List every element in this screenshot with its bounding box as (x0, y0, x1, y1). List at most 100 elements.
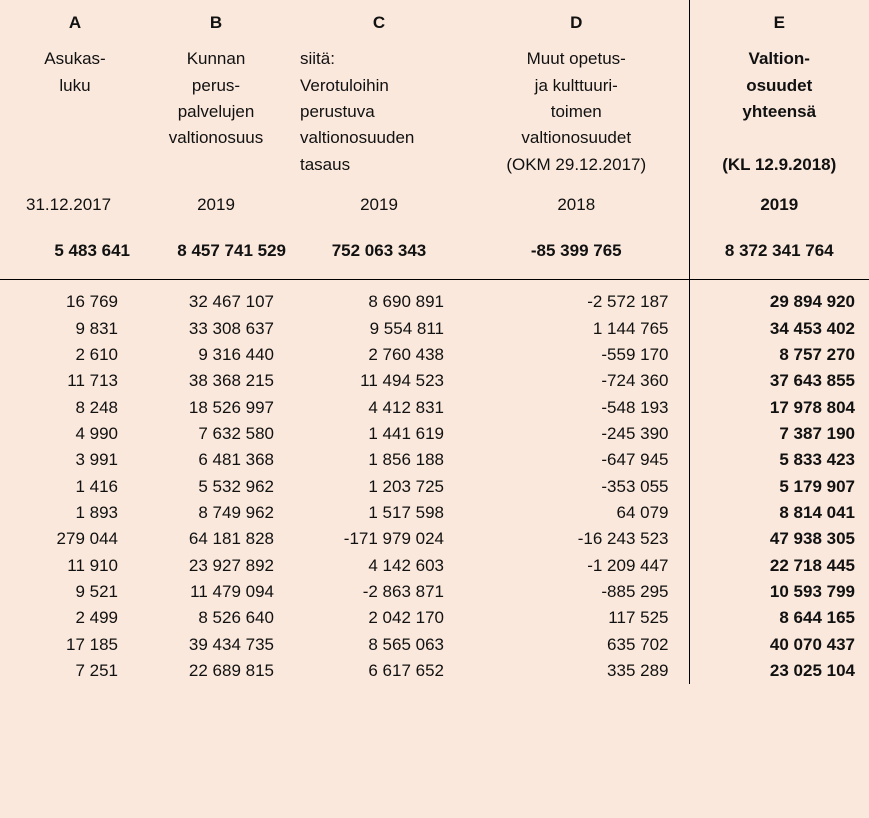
cell-a: 279 044 (12, 526, 138, 552)
cell-d: -724 360 (464, 368, 689, 394)
cell-a: 11 713 (12, 368, 138, 394)
table-row: 9 52111 479 094-2 863 871-885 29510 593 … (0, 579, 869, 605)
cell-c: 8 565 063 (294, 632, 464, 658)
cell-d: -548 193 (464, 395, 689, 421)
cell-c: 1 441 619 (294, 421, 464, 447)
total-c: 752 063 343 (294, 218, 464, 279)
table-row: 1 4165 532 9621 203 725-353 0555 179 907 (0, 474, 869, 500)
cell-c: 6 617 652 (294, 658, 464, 684)
cell-e: 22 718 445 (689, 553, 869, 579)
cell-a: 3 991 (12, 447, 138, 473)
separator-row (0, 279, 869, 289)
cell-e: 23 025 104 (689, 658, 869, 684)
cell-e: 8 644 165 (689, 605, 869, 631)
header-years-row: 31.12.2017 2019 2019 2018 2019 (0, 178, 869, 218)
cell-c: 4 142 603 (294, 553, 464, 579)
cell-a: 8 248 (12, 395, 138, 421)
cell-c: 2 042 170 (294, 605, 464, 631)
cell-b: 23 927 892 (138, 553, 294, 579)
total-a: 5 483 641 (12, 218, 138, 279)
col-label-d: Muut opetus-ja kulttuuri-toimenvaltionos… (464, 36, 689, 178)
cell-d: -353 055 (464, 474, 689, 500)
cell-d: -1 209 447 (464, 553, 689, 579)
cell-a: 9 831 (12, 316, 138, 342)
year-e: 2019 (689, 178, 869, 218)
cell-d: -559 170 (464, 342, 689, 368)
table-row: 1 8938 749 9621 517 59864 0798 814 041 (0, 500, 869, 526)
cell-a: 2 499 (12, 605, 138, 631)
col-label-c: siitä:Verotuloihinperustuvavaltionosuude… (294, 36, 464, 178)
cell-d: -245 390 (464, 421, 689, 447)
cell-a: 9 521 (12, 579, 138, 605)
cell-c: 11 494 523 (294, 368, 464, 394)
cell-b: 18 526 997 (138, 395, 294, 421)
col-label-a: Asukas-luku (12, 36, 138, 178)
cell-b: 39 434 735 (138, 632, 294, 658)
cell-e: 5 179 907 (689, 474, 869, 500)
col-letter-a: A (12, 0, 138, 36)
header-letters-row: A B C D E (0, 0, 869, 36)
table-row: 2 6109 316 4402 760 438-559 1708 757 270 (0, 342, 869, 368)
cell-e: 5 833 423 (689, 447, 869, 473)
table-row: 2 4998 526 6402 042 170117 5258 644 165 (0, 605, 869, 631)
cell-e: 8 814 041 (689, 500, 869, 526)
col-label-b: Kunnanperus-palvelujenvaltionosuus (138, 36, 294, 178)
cell-c: 4 412 831 (294, 395, 464, 421)
cell-e: 29 894 920 (689, 289, 869, 315)
cell-d: 335 289 (464, 658, 689, 684)
cell-d: 635 702 (464, 632, 689, 658)
cell-d: -885 295 (464, 579, 689, 605)
year-a: 31.12.2017 (12, 178, 138, 218)
valtionosuus-table: A B C D E Asukas-luku Kunnanperus-palvel… (0, 0, 869, 684)
col-letter-b: B (138, 0, 294, 36)
cell-b: 8 749 962 (138, 500, 294, 526)
col-letter-d: D (464, 0, 689, 36)
table-row: 3 9916 481 3681 856 188-647 9455 833 423 (0, 447, 869, 473)
header-labels-row: Asukas-luku Kunnanperus-palvelujenvaltio… (0, 36, 869, 178)
cell-b: 32 467 107 (138, 289, 294, 315)
cell-c: 1 203 725 (294, 474, 464, 500)
cell-e: 34 453 402 (689, 316, 869, 342)
year-b: 2019 (138, 178, 294, 218)
cell-c: 1 517 598 (294, 500, 464, 526)
total-e: 8 372 341 764 (689, 218, 869, 279)
cell-b: 38 368 215 (138, 368, 294, 394)
cell-b: 6 481 368 (138, 447, 294, 473)
cell-e: 37 643 855 (689, 368, 869, 394)
cell-c: -171 979 024 (294, 526, 464, 552)
table-row: 4 9907 632 5801 441 619-245 3907 387 190 (0, 421, 869, 447)
cell-b: 11 479 094 (138, 579, 294, 605)
col-letter-e: E (689, 0, 869, 36)
cell-d: 1 144 765 (464, 316, 689, 342)
cell-c: -2 863 871 (294, 579, 464, 605)
cell-a: 11 910 (12, 553, 138, 579)
cell-d: 64 079 (464, 500, 689, 526)
cell-a: 1 416 (12, 474, 138, 500)
table-row: 7 25122 689 8156 617 652335 28923 025 10… (0, 658, 869, 684)
total-b: 8 457 741 529 (138, 218, 294, 279)
cell-c: 1 856 188 (294, 447, 464, 473)
cell-b: 33 308 637 (138, 316, 294, 342)
table-row: 17 18539 434 7358 565 063635 70240 070 4… (0, 632, 869, 658)
cell-e: 8 757 270 (689, 342, 869, 368)
cell-d: 117 525 (464, 605, 689, 631)
col-label-e: Valtion-osuudetyhteensä (KL 12.9.2018) (689, 36, 869, 178)
cell-d: -2 572 187 (464, 289, 689, 315)
table-row: 8 24818 526 9974 412 831-548 19317 978 8… (0, 395, 869, 421)
totals-row: 5 483 641 8 457 741 529 752 063 343 -85 … (0, 218, 869, 279)
cell-b: 9 316 440 (138, 342, 294, 368)
col-letter-c: C (294, 0, 464, 36)
cell-c: 8 690 891 (294, 289, 464, 315)
cell-a: 2 610 (12, 342, 138, 368)
cell-a: 7 251 (12, 658, 138, 684)
table-row: 11 71338 368 21511 494 523-724 36037 643… (0, 368, 869, 394)
table-row: 9 83133 308 6379 554 8111 144 76534 453 … (0, 316, 869, 342)
cell-a: 16 769 (12, 289, 138, 315)
cell-b: 7 632 580 (138, 421, 294, 447)
table-card: A B C D E Asukas-luku Kunnanperus-palvel… (0, 0, 869, 818)
cell-e: 7 387 190 (689, 421, 869, 447)
cell-b: 64 181 828 (138, 526, 294, 552)
cell-c: 2 760 438 (294, 342, 464, 368)
cell-b: 22 689 815 (138, 658, 294, 684)
cell-e: 10 593 799 (689, 579, 869, 605)
